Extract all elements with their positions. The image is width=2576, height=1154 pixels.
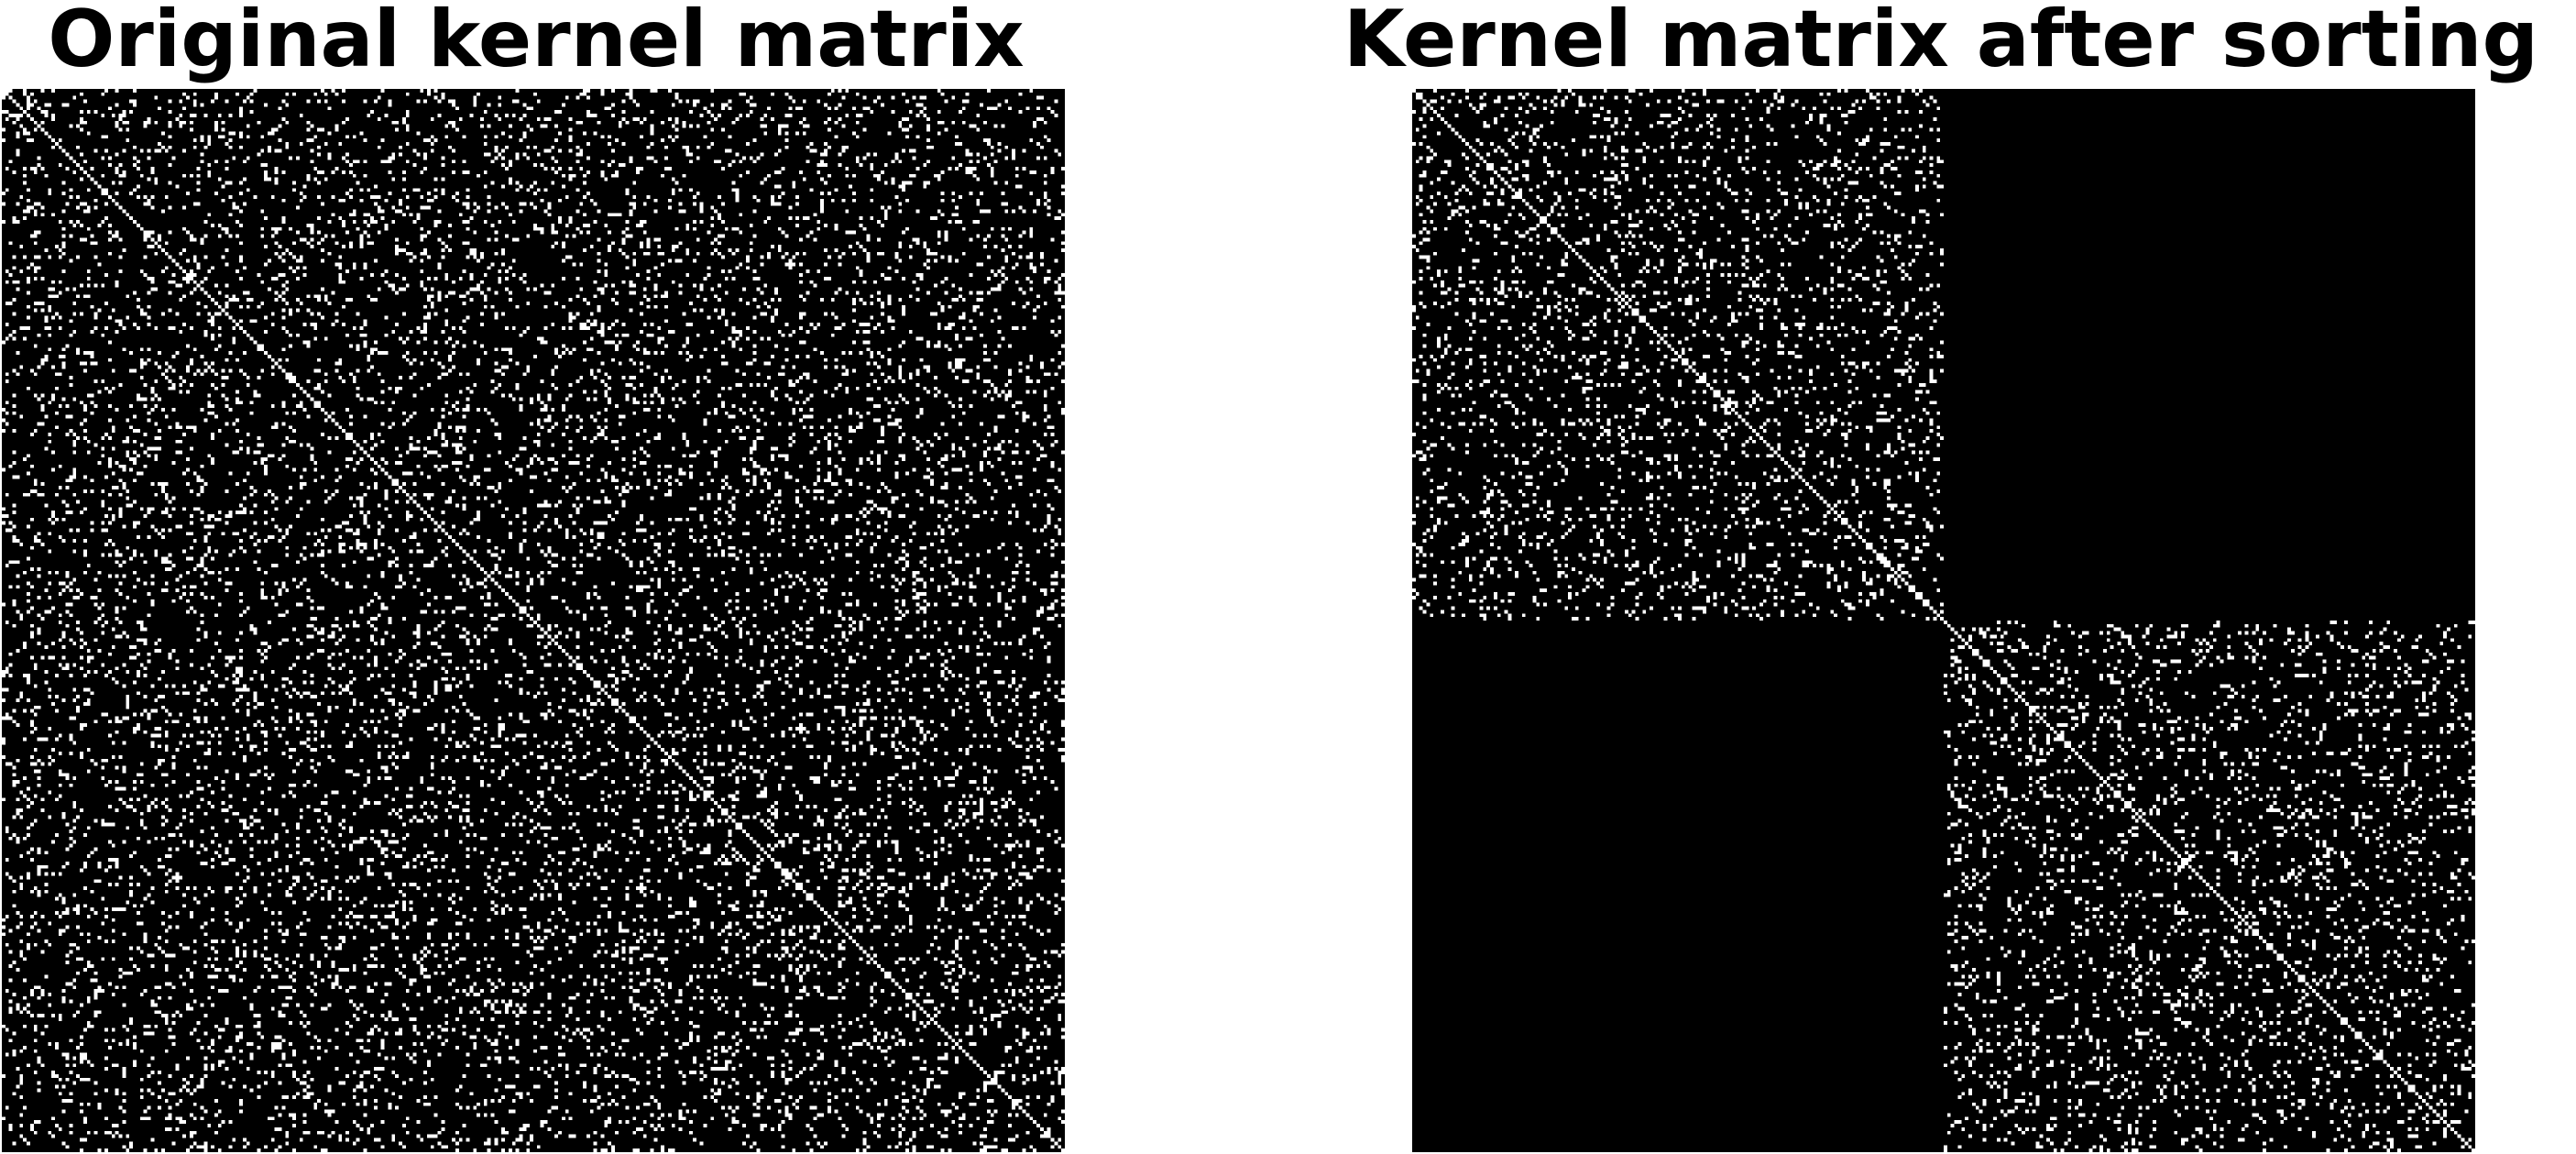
heatmap-background	[2, 89, 1065, 1152]
heatmap-sorted-kernel-matrix	[1412, 89, 2475, 1152]
chart-panel-original: Original kernel matrix	[0, 0, 1072, 1154]
heatmap-original-kernel-matrix	[2, 89, 1065, 1152]
chart-panel-sorted: Kernel matrix after sorting	[1306, 0, 2576, 1154]
chart-title: Original kernel matrix	[48, 0, 1025, 85]
heatmap-cells	[2, 89, 1065, 1152]
chart-title: Kernel matrix after sorting	[1343, 0, 2539, 85]
heatmap-cells	[1412, 89, 2475, 1152]
